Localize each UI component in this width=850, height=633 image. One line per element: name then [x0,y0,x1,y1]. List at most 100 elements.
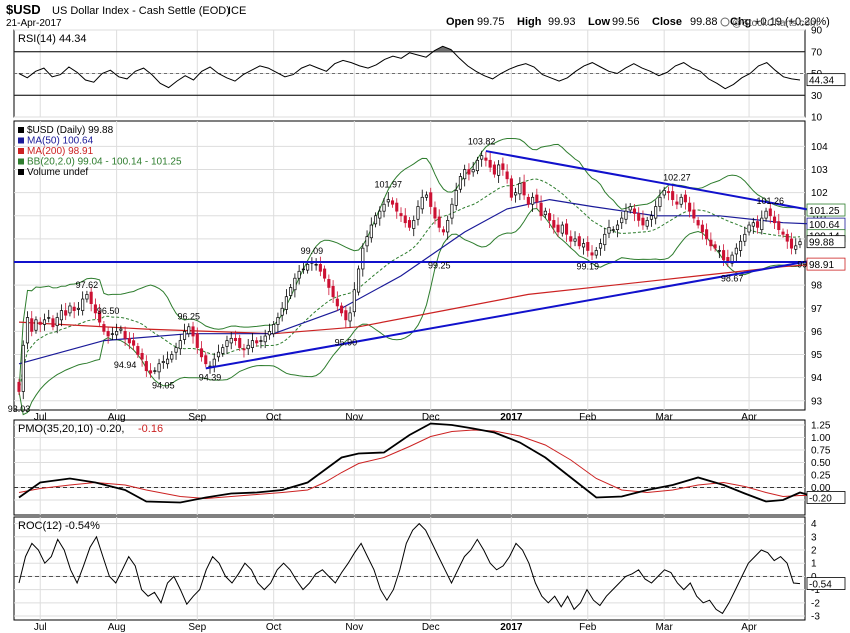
candle [756,215,760,234]
ohlc-value: 99.56 [612,16,640,28]
y-tick-label: 104 [811,142,828,153]
candle-body [323,268,327,279]
candle-body [586,242,590,251]
candle [233,330,238,346]
candle-body [696,220,700,226]
y-tick-label: 94 [811,373,823,384]
candle [475,156,479,175]
legend-entry: MA(200) 98.91 [18,146,94,157]
candle-body [85,294,89,300]
candle [191,321,195,344]
candle [514,187,518,203]
candle-body [581,243,586,248]
candle-body [55,317,59,326]
price-annotation: 94.39 [199,373,222,383]
candle [488,152,492,173]
candle [25,311,30,350]
candle [654,200,658,225]
candle [272,320,276,338]
candle [199,341,204,362]
roc-indicator-label: ROC(12) -0.54% [18,520,100,532]
candle [424,191,429,201]
candle-body [505,171,509,180]
candle-body [98,311,102,323]
candle-body [471,169,475,173]
roc-panel-border [13,516,806,621]
exchange-name: ICE [228,5,246,17]
price-annotation: 94.94 [114,360,137,370]
candle-body [212,358,216,367]
price-right-label-box [806,235,846,249]
candle-body [395,202,399,212]
legend-text: Volume undef [27,167,88,178]
candle-body [751,222,755,227]
ohlc-value: +0.19 (+0.20%) [754,16,830,28]
candle [407,216,412,231]
price-annotation: 103.82 [468,137,496,147]
candle-body [518,183,522,195]
candle-body [594,250,598,256]
candle-body [106,331,110,337]
price-right-label: 99.88 [809,238,834,249]
ohlc-item-low: Low 99.56 [588,16,640,28]
candle [157,358,161,380]
candle [335,291,339,311]
candle [522,174,526,200]
candle-body [263,335,267,343]
y-tick-label: 103 [811,165,828,176]
price-annotation: 99.09 [301,246,324,256]
symbol-text: $USD [6,2,41,17]
candle [709,232,713,251]
candle [798,238,802,249]
candle-body [93,304,97,314]
y-tick-label: 30 [811,91,823,102]
candle-body [484,157,488,161]
candle [577,233,581,250]
candle-body [157,363,161,373]
candle [284,289,288,315]
candle-body [700,224,704,233]
price-panel: 1041031021011009998979695949393.0397.629… [8,121,846,423]
candle [98,304,102,327]
candle [696,216,700,229]
ohlc-label: Low [588,16,610,28]
candle-body [675,201,679,205]
candle [399,207,403,223]
candle-body [178,340,182,350]
x-axis-label: Apr [741,622,757,633]
candle [505,164,509,184]
candle [548,208,552,229]
candle [297,265,301,285]
candle-body [399,213,403,217]
candle-body [229,337,233,344]
candle-body [543,210,547,215]
candle-body [335,298,339,307]
candle-body [64,310,68,316]
candle [331,280,335,303]
legend-swatch [18,127,24,133]
candle-body [144,361,148,372]
candle [395,198,399,219]
candle-body [789,238,794,249]
candle-body [492,164,496,175]
candle [768,204,772,224]
candle [64,302,68,321]
candle-body [441,229,446,233]
watermark[interactable]: @StockCharts.com [720,17,818,29]
candle-body [191,326,195,337]
candle [225,335,229,355]
candle-body [420,196,424,210]
y-tick-label: 0.25 [811,471,831,482]
candle-body [216,351,221,358]
candle-body [628,206,632,211]
candle [429,187,433,215]
candle-body [76,307,80,310]
candle [764,207,768,222]
trendline-2 [205,258,818,370]
y-tick-label: -3 [811,612,820,623]
price-right-label: 98.91 [809,260,834,271]
candle [535,188,539,209]
y-tick-label: 0.50 [811,458,831,469]
legend-text: MA(200) 98.91 [27,146,94,157]
